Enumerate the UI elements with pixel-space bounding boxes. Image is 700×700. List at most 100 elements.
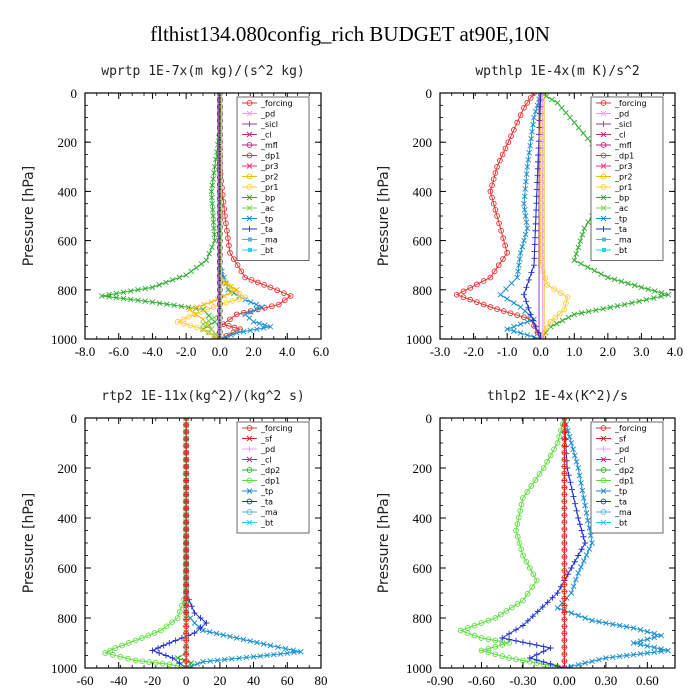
- series-dp1-marker: [492, 643, 499, 650]
- series-bp-marker: [113, 290, 120, 297]
- series-ta-marker: [172, 637, 179, 644]
- legend-marker: [246, 456, 253, 463]
- series-tp-marker: [267, 323, 274, 330]
- legend-entry: _pd: [614, 445, 629, 454]
- series-dp1-marker: [502, 145, 509, 152]
- legend-entry: _ta: [614, 225, 627, 234]
- legend-marker: [246, 467, 253, 473]
- series-dp1-marker: [527, 565, 533, 571]
- y-tick-label: 0: [426, 411, 433, 426]
- series-dp1-marker: [495, 262, 502, 269]
- x-tick-label: -40: [110, 673, 127, 688]
- series-pr1-marker: [540, 268, 546, 275]
- series-dp1-marker: [485, 636, 492, 643]
- legend-marker: [602, 237, 606, 242]
- series-forcing-marker: [217, 272, 223, 279]
- legend-entry: _bt: [260, 519, 273, 528]
- series-tp-marker: [583, 552, 590, 558]
- legend-entry: _sf: [260, 435, 272, 444]
- series-ta-marker: [519, 622, 526, 629]
- series-bp-marker: [120, 295, 127, 302]
- y-tick-label: 800: [58, 611, 78, 626]
- series-forcing-marker: [217, 111, 223, 117]
- series-pr1-marker: [236, 290, 243, 297]
- series-dp1-marker: [478, 647, 485, 654]
- legend-marker: [246, 194, 253, 201]
- legend-entry: _pr1: [614, 183, 632, 192]
- legend-marker: [246, 435, 253, 442]
- series-tp-marker: [523, 219, 530, 225]
- series-forcing-marker: [217, 202, 223, 209]
- series-tp-marker: [503, 286, 509, 292]
- series-dp1-marker: [487, 188, 494, 195]
- series-tp-marker: [596, 618, 602, 625]
- series-bp-marker: [579, 231, 586, 238]
- x-tick-label: 2.0: [600, 344, 616, 359]
- series-ta-marker: [571, 558, 578, 565]
- series-tp-marker: [523, 178, 529, 185]
- series-dp1-marker: [540, 465, 547, 471]
- y-tick-label: 400: [58, 511, 78, 526]
- plot-frame: [84, 92, 322, 340]
- series-bp-marker: [169, 277, 176, 283]
- series-pr1-marker: [544, 282, 551, 288]
- series-dp1-marker: [506, 655, 512, 661]
- series-tp-marker: [227, 633, 233, 640]
- series-tp-marker: [524, 163, 531, 170]
- series-pr1-marker: [229, 298, 236, 304]
- legend-marker: [600, 194, 607, 201]
- series-dp1-marker: [460, 294, 467, 301]
- series-tp-marker: [651, 634, 658, 641]
- series-bp-marker: [575, 244, 582, 251]
- series-dp1-marker: [223, 220, 229, 227]
- series-tp-marker: [521, 200, 527, 207]
- series-bp-marker: [584, 264, 591, 270]
- series-tp-marker: [530, 121, 536, 128]
- series-ta-marker: [578, 546, 585, 553]
- series-tp-marker: [586, 546, 593, 552]
- series-sf-marker: [183, 442, 190, 449]
- series-sf-marker: [183, 421, 190, 428]
- series-pr2-marker: [227, 290, 234, 296]
- series-bp-marker: [142, 285, 149, 292]
- series-dp1-marker: [233, 311, 240, 318]
- series-tp-marker: [511, 323, 517, 330]
- y-tick-label: 1000: [51, 332, 77, 347]
- legend-marker: [600, 215, 607, 222]
- legend-marker: [246, 498, 253, 505]
- series-pr1-marker: [235, 296, 242, 302]
- series-bp-marker: [665, 291, 672, 298]
- series-sf-marker: [561, 546, 568, 553]
- legend-entry: _bt: [260, 246, 273, 255]
- legend-entry: _ma: [260, 508, 278, 517]
- series-sf-marker: [183, 456, 190, 463]
- series-tp-marker: [571, 452, 578, 459]
- series-ta-marker: [197, 625, 204, 631]
- series-tp-marker: [522, 231, 529, 238]
- series-sf-marker: [183, 623, 190, 630]
- series-dp1-marker: [478, 620, 485, 626]
- series-bp-marker: [211, 170, 217, 176]
- series-tp-marker: [603, 620, 609, 626]
- series-dp2-marker: [188, 660, 195, 666]
- series-dp1-marker: [514, 601, 521, 607]
- series-dp1-marker: [499, 642, 506, 648]
- series-tp-marker: [583, 510, 590, 516]
- y-tick-label: 0: [71, 86, 78, 101]
- series-forcing-marker: [217, 265, 223, 272]
- series-pr1-marker: [242, 294, 248, 301]
- series-dp1-marker: [496, 220, 502, 227]
- series-dp1-marker: [242, 274, 248, 281]
- x-tick-label: -0.60: [468, 673, 495, 688]
- series-tp-marker: [236, 655, 242, 661]
- series-tp-marker: [282, 645, 289, 652]
- series-dp1-marker: [514, 119, 521, 126]
- series-ta-marker: [162, 652, 169, 659]
- series-ac-marker: [208, 326, 215, 332]
- x-tick-label: 3.0: [633, 344, 649, 359]
- series-forcing-marker: [217, 322, 223, 328]
- series-ta-marker: [536, 117, 543, 124]
- series-dp1-marker: [547, 452, 554, 459]
- series-bp-marker: [652, 288, 658, 294]
- series-sf-marker: [561, 477, 568, 484]
